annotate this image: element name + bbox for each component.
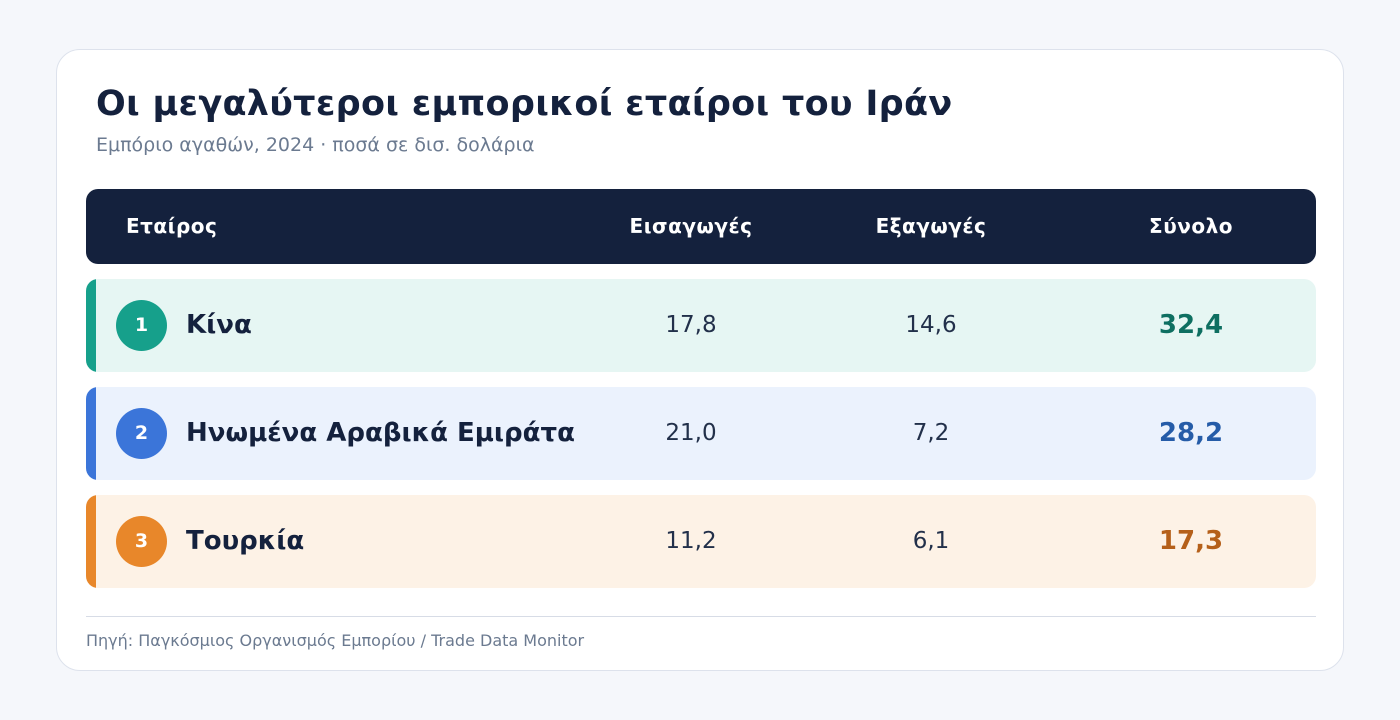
partner-name: Τουρκία bbox=[186, 526, 305, 556]
table-row: 1 Κίνα 17,8 14,6 32,4 bbox=[86, 279, 1316, 372]
exports-value: 7,2 bbox=[912, 420, 950, 446]
imports-value: 21,0 bbox=[665, 420, 717, 446]
table-header: Εταίρος Εισαγωγές Εξαγωγές Σύνολο bbox=[86, 189, 1316, 264]
total-value: 17,3 bbox=[1158, 526, 1224, 556]
row-accent-bar bbox=[86, 387, 96, 480]
column-header-imports: Εισαγωγές bbox=[629, 214, 753, 238]
page-subtitle: Εμπόριο αγαθών, 2024 · ποσά σε δισ. δολά… bbox=[96, 134, 535, 156]
rank-badge: 3 bbox=[116, 516, 167, 567]
total-value: 28,2 bbox=[1158, 418, 1224, 448]
source-note: Πηγή: Παγκόσμιος Οργανισμός Εμπορίου / T… bbox=[86, 631, 585, 650]
partner-name: Κίνα bbox=[186, 310, 252, 340]
table-row: 2 Ηνωμένα Αραβικά Εμιράτα 21,0 7,2 28,2 bbox=[86, 387, 1316, 480]
column-header-total: Σύνολο bbox=[1149, 214, 1233, 238]
exports-value: 6,1 bbox=[912, 528, 950, 554]
imports-value: 17,8 bbox=[665, 312, 717, 338]
column-header-partner: Εταίρος bbox=[126, 214, 218, 238]
exports-value: 14,6 bbox=[905, 312, 957, 338]
column-header-exports: Εξαγωγές bbox=[875, 214, 987, 238]
page-title: Οι μεγαλύτεροι εμπορικοί εταίροι του Ιρά… bbox=[96, 84, 953, 124]
row-accent-bar bbox=[86, 279, 96, 372]
rank-badge: 2 bbox=[116, 408, 167, 459]
total-value: 32,4 bbox=[1158, 310, 1224, 340]
row-accent-bar bbox=[86, 495, 96, 588]
partner-name: Ηνωμένα Αραβικά Εμιράτα bbox=[186, 418, 575, 448]
footer-divider bbox=[86, 616, 1316, 617]
table-row: 3 Τουρκία 11,2 6,1 17,3 bbox=[86, 495, 1316, 588]
rank-badge: 1 bbox=[116, 300, 167, 351]
trade-partners-card: Οι μεγαλύτεροι εμπορικοί εταίροι του Ιρά… bbox=[56, 49, 1344, 671]
imports-value: 11,2 bbox=[665, 528, 717, 554]
